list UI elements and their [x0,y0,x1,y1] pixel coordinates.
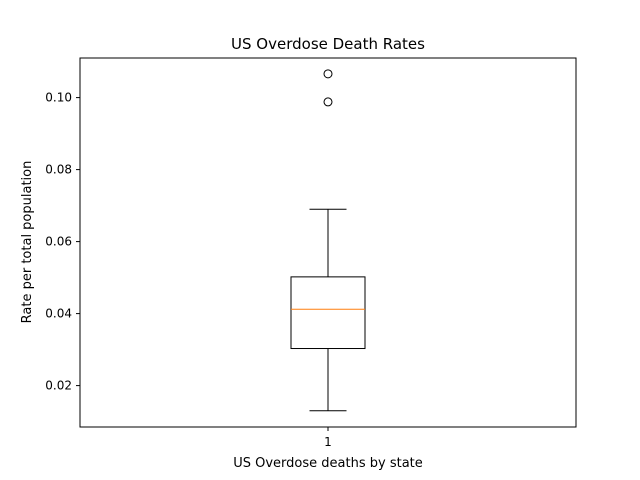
x-axis-ticks: 1 [324,427,332,449]
x-axis-label: US Overdose deaths by state [233,456,423,471]
outlier-point [323,97,333,107]
y-tick-label: 0.04 [45,307,72,321]
y-tick-label: 0.10 [45,91,72,105]
box-plot-series [290,69,366,412]
x-tick-label: 1 [324,435,332,449]
outlier-point [323,69,333,79]
y-tick-label: 0.02 [45,379,72,393]
iqr-box [290,276,366,350]
chart-title: US Overdose Death Rates [231,35,425,53]
y-axis-label: Rate per total population [20,161,35,324]
y-tick-label: 0.08 [45,163,72,177]
y-axis-ticks: 0.02 0.04 0.06 0.08 0.10 [45,91,80,393]
y-tick-label: 0.06 [45,235,72,249]
